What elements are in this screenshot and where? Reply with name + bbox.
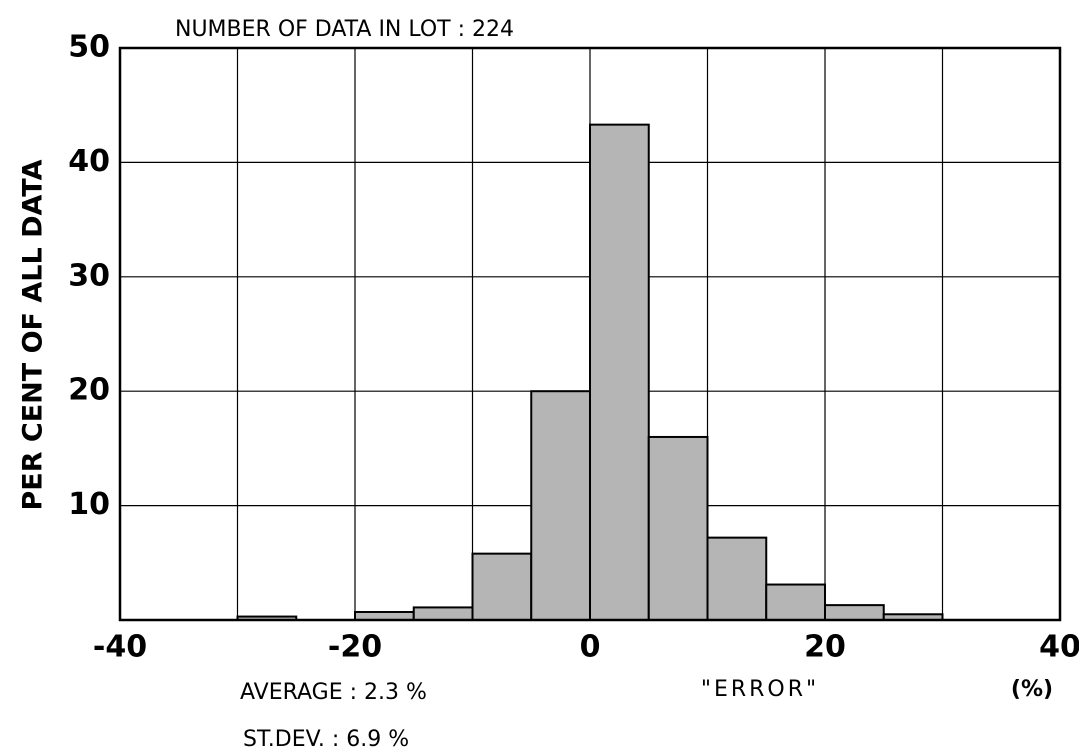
x-axis-label: "ERROR" xyxy=(701,677,819,702)
plot-frame xyxy=(118,46,1062,622)
x-tick-label: 20 xyxy=(804,630,846,665)
bar xyxy=(765,583,826,622)
x-axis-unit: (%) xyxy=(1011,677,1053,702)
y-tick-label: 50 xyxy=(68,30,110,65)
y-tick-label: 40 xyxy=(68,144,110,179)
bar xyxy=(647,435,709,621)
bar xyxy=(706,536,768,622)
x-tick-label: 40 xyxy=(1039,630,1079,665)
bar xyxy=(412,606,474,622)
annotation: AVERAGE : 2.3 % xyxy=(240,680,427,705)
chart-title: NUMBER OF DATA IN LOT : 224 xyxy=(175,17,514,42)
y-axis-label: PER CENT OF ALL DATA xyxy=(18,159,49,510)
x-tick-label: -40 xyxy=(93,630,147,665)
bar xyxy=(471,552,533,622)
bar xyxy=(824,604,885,621)
y-tick-label: 30 xyxy=(68,258,110,293)
y-tick-label: 20 xyxy=(68,373,110,408)
y-tick-label: 10 xyxy=(68,487,110,522)
annotation: ST.DEV. : 6.9 % xyxy=(243,727,409,752)
x-tick-label: -20 xyxy=(328,630,382,665)
x-tick-label: 0 xyxy=(580,630,601,665)
bar xyxy=(589,123,650,621)
bar xyxy=(530,390,591,622)
